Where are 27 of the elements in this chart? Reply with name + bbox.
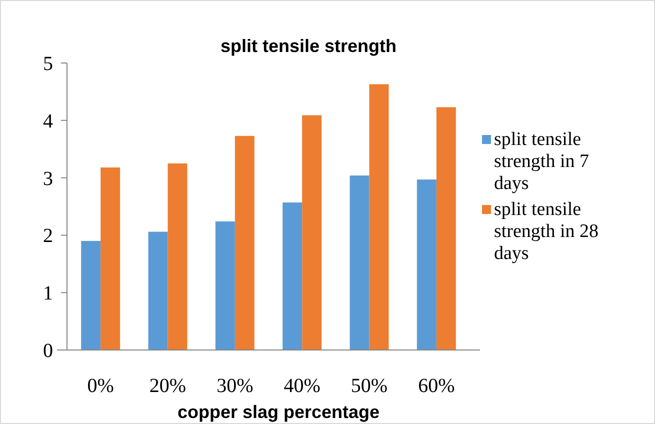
x-tick-label: 0% (87, 375, 114, 397)
x-tick-label: 40% (284, 375, 320, 397)
bar (148, 232, 168, 350)
bar (100, 167, 120, 350)
bar (215, 221, 235, 350)
chart-title: split tensile strength (220, 36, 397, 56)
bar (436, 107, 456, 350)
y-tick-label: 5 (43, 53, 53, 75)
y-tick-label: 2 (43, 225, 53, 248)
bar (416, 180, 436, 350)
x-tick-label: 20% (149, 375, 186, 397)
x-axis-title: copper slag percentage (177, 402, 380, 422)
y-tick-label: 0 (43, 340, 53, 362)
bar (168, 163, 188, 350)
x-tick-label: 50% (350, 375, 388, 397)
bar (369, 84, 389, 350)
x-tick-label: 30% (216, 375, 254, 397)
legend-label: split tensile strength in 28 days (494, 199, 598, 264)
y-tick-label: 1 (43, 282, 53, 305)
bar (282, 202, 302, 350)
bar (81, 240, 101, 350)
y-tick-label: 3 (43, 168, 53, 190)
bar (350, 176, 370, 350)
y-tick-label: 4 (43, 110, 53, 132)
bar (302, 115, 322, 350)
bar (234, 136, 254, 350)
x-tick-label: 60% (418, 375, 455, 397)
